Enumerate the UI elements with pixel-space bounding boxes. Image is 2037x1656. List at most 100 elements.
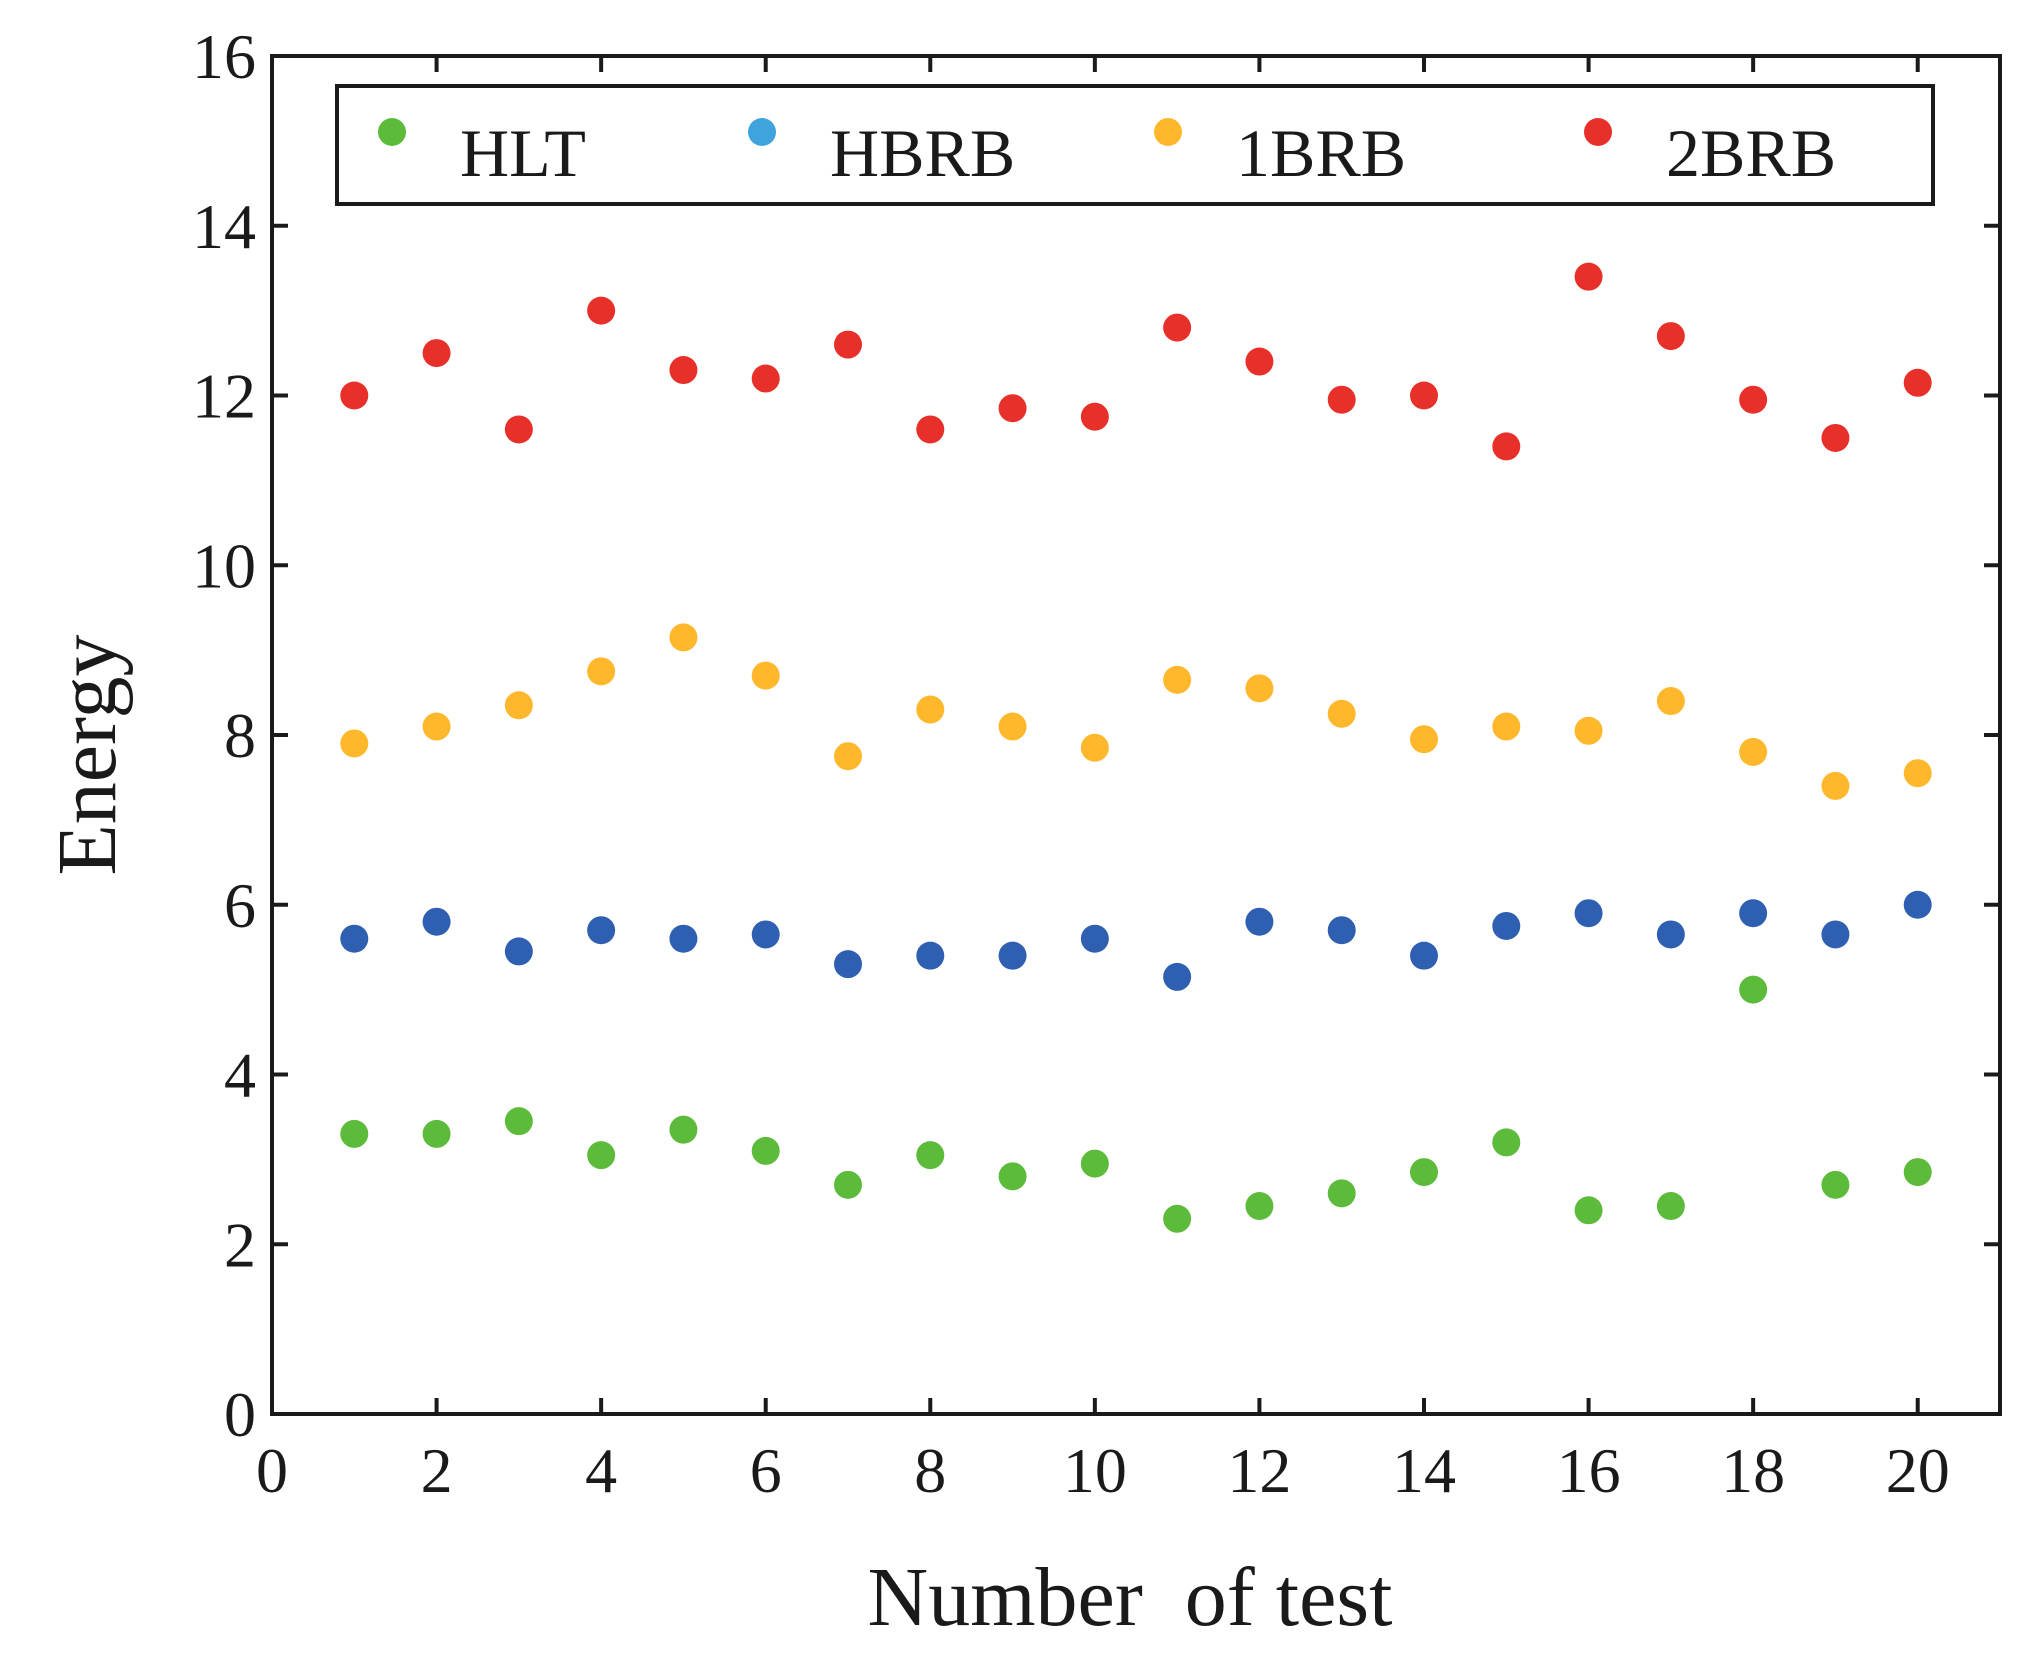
point-hlt (1245, 1192, 1274, 1221)
point-hbrb (834, 950, 862, 979)
axis-ticks (270, 54, 2000, 1416)
point-1brb (587, 657, 616, 686)
y-tick-label: 0 (224, 1379, 256, 1450)
x-tick-label: 0 (256, 1435, 288, 1506)
point-hbrb (504, 937, 533, 966)
point-1brb (1410, 725, 1438, 754)
point-2brb (669, 356, 698, 385)
point-hbrb (1492, 911, 1521, 940)
point-2brb (998, 394, 1027, 423)
point-1brb (998, 712, 1027, 741)
x-tick-label: 2 (421, 1435, 453, 1506)
legend-label-hbrb: HBRB (830, 115, 1015, 191)
legend: HLT HBRB 1BRB 2BRB (335, 84, 1935, 206)
point-2brb (1821, 423, 1850, 452)
y-tick-label: 8 (224, 700, 256, 771)
point-2brb (834, 330, 862, 359)
point-hbrb (1327, 916, 1356, 945)
point-1brb (422, 712, 451, 741)
x-tick-label: 20 (1886, 1435, 1950, 1506)
point-2brb (587, 296, 616, 325)
point-1brb (1574, 716, 1603, 745)
point-2brb (1903, 368, 1932, 397)
legend-marker-hbrb (748, 118, 776, 146)
point-hlt (1080, 1149, 1109, 1178)
point-hlt (422, 1119, 451, 1148)
y-tick-label: 16 (192, 21, 256, 92)
point-hlt (1410, 1158, 1438, 1187)
point-1brb (1739, 737, 1768, 766)
point-hbrb (422, 907, 451, 936)
point-hlt (1656, 1192, 1685, 1221)
point-2brb (1245, 347, 1274, 376)
point-2brb (1574, 262, 1603, 291)
point-hlt (1739, 975, 1768, 1004)
point-2brb (504, 415, 533, 444)
y-axis-title: Energy (41, 634, 134, 875)
y-tick-label: 2 (224, 1209, 256, 1280)
point-2brb (1739, 385, 1768, 414)
point-hlt (340, 1119, 369, 1148)
x-axis-title: Number of test (868, 1551, 1393, 1644)
point-hbrb (1410, 941, 1438, 970)
tick-labels: 0 2 4 6 8 10 12 14 16 18 20 0 2 4 6 8 10 12 14 16 (192, 21, 1950, 1506)
point-hbrb (998, 941, 1027, 970)
point-2brb (1080, 402, 1109, 431)
x-tick-label: 6 (750, 1435, 782, 1506)
legend-label-1brb: 1BRB (1236, 115, 1406, 191)
point-hbrb (1163, 962, 1192, 991)
point-2brb (1656, 322, 1685, 351)
x-tick-label: 4 (585, 1435, 617, 1506)
legend-label-2brb: 2BRB (1666, 115, 1836, 191)
point-hbrb (751, 920, 780, 949)
point-hlt (1821, 1170, 1850, 1199)
point-hlt (669, 1115, 698, 1144)
point-hbrb (340, 924, 369, 953)
point-2brb (916, 415, 945, 444)
point-hbrb (1903, 890, 1932, 919)
point-hbrb (1739, 899, 1768, 928)
point-1brb (1327, 699, 1356, 728)
y-tick-label: 12 (192, 361, 256, 432)
legend-marker-2brb (1584, 118, 1612, 146)
x-tick-label: 14 (1392, 1435, 1456, 1506)
point-2brb (751, 364, 780, 393)
plot-frame (270, 54, 2002, 1416)
point-hlt (1163, 1204, 1192, 1233)
point-1brb (1656, 687, 1685, 716)
point-2brb (1163, 313, 1192, 342)
point-hlt (1574, 1196, 1603, 1225)
point-hbrb (1656, 920, 1685, 949)
point-1brb (504, 691, 533, 720)
x-tick-label: 12 (1227, 1435, 1291, 1506)
point-hbrb (1821, 920, 1850, 949)
point-1brb (669, 623, 698, 652)
point-1brb (1492, 712, 1521, 741)
x-tick-label: 18 (1721, 1435, 1785, 1506)
point-2brb (422, 339, 451, 368)
point-hlt (751, 1136, 780, 1165)
point-1brb (1821, 771, 1850, 800)
point-hlt (916, 1141, 945, 1170)
point-1brb (340, 729, 369, 758)
y-tick-label: 6 (224, 870, 256, 941)
x-tick-label: 10 (1063, 1435, 1127, 1506)
y-tick-label: 10 (192, 530, 256, 601)
point-hbrb (916, 941, 945, 970)
point-2brb (340, 381, 369, 410)
point-2brb (1410, 381, 1438, 410)
point-1brb (751, 661, 780, 690)
point-hlt (998, 1162, 1027, 1191)
point-hlt (1903, 1158, 1932, 1187)
point-2brb (1327, 385, 1356, 414)
y-tick-label: 14 (192, 191, 256, 262)
point-hlt (1492, 1128, 1521, 1157)
point-1brb (834, 742, 862, 771)
point-hbrb (1245, 907, 1274, 936)
y-tick-label: 4 (224, 1040, 256, 1111)
legend-marker-1brb (1154, 118, 1182, 146)
point-1brb (1903, 759, 1932, 788)
point-hbrb (1574, 899, 1603, 928)
data-points (340, 262, 1932, 1233)
point-hlt (834, 1170, 862, 1199)
